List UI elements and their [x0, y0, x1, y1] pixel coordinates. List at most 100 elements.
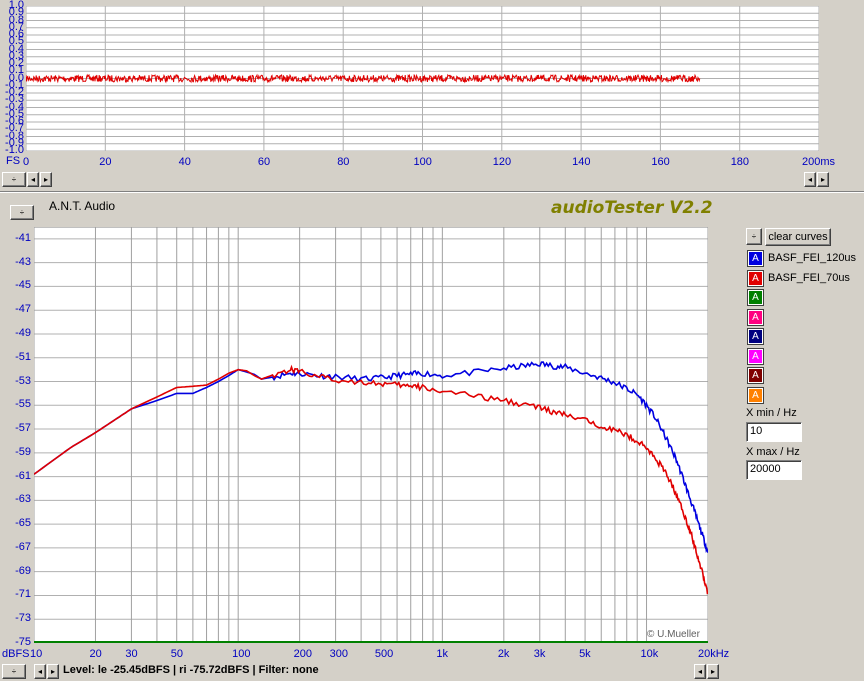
- chart-y-tick: -75: [15, 636, 31, 648]
- chart-y-zoom-button[interactable]: ÷: [10, 205, 34, 220]
- scope-x-unit-label: 200ms: [802, 156, 836, 168]
- legend-slot-label: BASF_FEI_120us: [768, 252, 857, 264]
- scope-x-tick: 80: [337, 156, 350, 168]
- scope-x-tick: 160: [651, 156, 670, 168]
- legend-slot-button[interactable]: A: [747, 269, 764, 287]
- chart-y-tick: -49: [15, 326, 31, 339]
- x-max-input[interactable]: 20000: [746, 460, 802, 480]
- scope-y-tick: -0.4: [5, 100, 24, 113]
- scope-y-zoom-button[interactable]: ÷: [2, 172, 26, 187]
- status-text: Level: le -25.45dBFS | ri -75.72dBFS | F…: [63, 664, 319, 676]
- chart-x-tick: 2k: [497, 648, 510, 660]
- frequency-chart: [34, 227, 708, 643]
- chart-y-tick: -71: [15, 588, 31, 601]
- series-line-BASF_FEI_120us: [34, 361, 708, 554]
- chart-range-right-button[interactable]: ▸: [707, 664, 719, 679]
- chart-y-tick: -59: [15, 445, 31, 458]
- scope-zoom-right-button[interactable]: ▸: [817, 172, 829, 187]
- scope-y-tick: -0.2: [5, 86, 24, 98]
- legend-slot-button[interactable]: A: [747, 308, 764, 326]
- scope-y-tick: 0.2: [8, 57, 24, 69]
- scope-y-tick: 0.8: [8, 13, 24, 26]
- scope-y-tick: -0.9: [5, 136, 24, 149]
- chart-y-axis: -41 -43 -45 -47 -49 -51 -53 -55 -57 -59 -61 -63 -65 -…: [0, 222, 33, 648]
- scope-y-axis: 1.0 0.9 0.8 0.7 0.6 0.5 0.4 0.3 0.2 0.1 0.0 -0.1 -0.…: [0, 0, 26, 160]
- chart-y-tick: -65: [15, 517, 31, 530]
- legend-slot-button[interactable]: A: [747, 328, 764, 345]
- series-line-BASF_FEI_70us: [34, 364, 708, 595]
- chart-x-tick: 300: [329, 648, 348, 660]
- chart-scroll-right-button[interactable]: ▸: [47, 664, 59, 679]
- clear-curves-button[interactable]: clear curves: [765, 228, 831, 246]
- scope-x-tick: 140: [572, 156, 591, 168]
- chart-x-tick: 5k: [579, 648, 591, 660]
- scope-x-tick: 60: [257, 156, 271, 168]
- chart-y-tick: -51: [15, 350, 31, 363]
- app-brand: audioTester V2.2: [551, 198, 713, 218]
- device-label: A.N.T. Audio: [49, 199, 116, 213]
- chart-y-tick: -43: [15, 255, 31, 268]
- scope-x-axis: 0 20 40 60 80 100 120 140 160 180: [0, 156, 864, 170]
- scope-y-tick: 0.1: [8, 64, 24, 77]
- chart-y-tick: -41: [15, 231, 31, 244]
- scope-y-tick: 0.0: [8, 71, 24, 84]
- chart-x-tick: 50: [170, 648, 183, 660]
- chart-x-axis: 10 20 30 50 100 200 300 500 1k 2k 3k 5k 10k 20kHz: [0, 648, 740, 662]
- chart-scroll-left-button[interactable]: ◂: [34, 664, 46, 679]
- chart-x-tick: 10: [30, 648, 43, 660]
- chart-y-tick: -63: [15, 493, 31, 506]
- scope-scroll-right-button[interactable]: ▸: [40, 172, 52, 187]
- scope-x-tick: 180: [730, 156, 750, 168]
- chart-x-tick: 200: [293, 648, 312, 660]
- scope-y-tick: 0.4: [8, 42, 24, 55]
- chart-frame: [34, 227, 708, 643]
- legend-slot-button[interactable]: A: [747, 386, 764, 404]
- chart-y-tick: -55: [15, 398, 31, 411]
- scope-x-tick: 100: [413, 156, 432, 168]
- chart-x-tick: 100: [232, 648, 251, 660]
- scope-y-tick: 0.9: [8, 6, 24, 19]
- scope-y-tick: 0.6: [8, 28, 24, 40]
- scope-y-tick: -0.5: [5, 107, 24, 120]
- x-min-label: X min / Hz: [746, 407, 797, 419]
- scope-x-tick: 40: [178, 156, 191, 168]
- scope-x-tick: 0: [23, 156, 30, 168]
- scope-scroll-left-button[interactable]: ◂: [27, 172, 39, 187]
- chart-x-tick: 500: [374, 648, 394, 660]
- scope-y-unit-label: FS: [6, 155, 21, 167]
- legend-slot-button[interactable]: A: [747, 347, 764, 365]
- chart-y-tick: -53: [15, 374, 31, 387]
- legend-slot-button[interactable]: A: [747, 367, 764, 384]
- chart-x-tick: 1k: [436, 648, 448, 660]
- scope-x-tick: 20: [99, 156, 112, 168]
- chart-x-tick: 3k: [533, 648, 546, 660]
- chart-y-tick: -61: [15, 469, 31, 482]
- scope-x-tick: 120: [492, 156, 512, 168]
- panel-divider[interactable]: [0, 191, 864, 193]
- x-min-input[interactable]: 10: [746, 422, 802, 442]
- chart-range-left-button[interactable]: ◂: [694, 664, 706, 679]
- scope-trace: [26, 73, 701, 84]
- chart-y-tick: -47: [15, 303, 31, 316]
- scope-y-tick: -0.7: [5, 122, 24, 135]
- copyright-label: © U.Mueller: [647, 629, 700, 640]
- chart-x-tick: 20kHz: [698, 648, 730, 660]
- legend-slot-button[interactable]: A: [747, 250, 764, 267]
- legend-slot-label: BASF_FEI_70us: [768, 271, 850, 284]
- chart-y-tick: -69: [15, 564, 31, 577]
- legend-slot-button[interactable]: A: [747, 289, 764, 306]
- x-max-label: X max / Hz: [746, 446, 800, 458]
- chart-x-tick: 30: [125, 648, 138, 660]
- scope-y-tick: 0.3: [8, 49, 24, 62]
- scope-y-tick: 1.0: [8, 0, 24, 11]
- scope-y-tick: -0.6: [5, 115, 24, 127]
- scope-y-tick: 0.5: [8, 35, 24, 48]
- chart-bottom-zoom-button[interactable]: ÷: [2, 664, 26, 679]
- chart-y-unit-label: dBFS: [2, 648, 30, 660]
- scope-zoom-left-button[interactable]: ◂: [804, 172, 816, 187]
- legend-scroll-button[interactable]: ÷: [746, 228, 762, 245]
- chart-y-tick: -45: [15, 279, 31, 292]
- scope-y-tick: -0.8: [5, 129, 24, 142]
- chart-x-tick: 20: [89, 648, 102, 660]
- scope-plot: [26, 6, 819, 151]
